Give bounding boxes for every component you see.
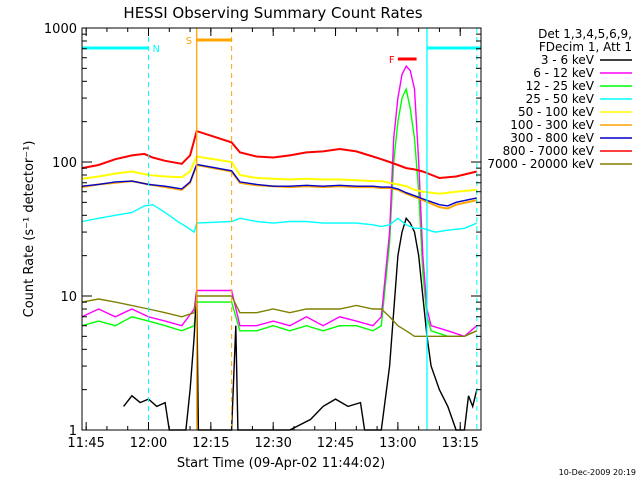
- y-axis: 1 10 100 1000: [44, 22, 481, 439]
- y-tick-label: 10: [60, 290, 77, 305]
- y-axis-label: Count Rate (s⁻¹ detector⁻¹): [22, 141, 37, 318]
- x-tick-label: 13:00: [379, 436, 416, 451]
- chart-title: HESSI Observing Summary Count Rates: [123, 4, 422, 22]
- legend-entry-label: 6 - 12 keV: [533, 66, 595, 80]
- x-axis-label: Start Time (09-Apr-02 11:44:02): [177, 456, 385, 471]
- footer-date: 10-Dec-2009 20:19: [559, 468, 636, 477]
- x-tick-label: 12:15: [192, 436, 229, 451]
- legend-entry-label: 12 - 25 keV: [526, 79, 595, 93]
- legend-entry-label: 7000 - 20000 keV: [487, 157, 594, 171]
- legend-entry-label: 300 - 800 keV: [510, 131, 594, 145]
- legend-entry-label: 800 - 7000 keV: [503, 144, 595, 158]
- y-tick-label: 1: [69, 424, 77, 439]
- y-tick-label: 1000: [44, 22, 77, 37]
- x-tick-label: 11:45: [67, 436, 104, 451]
- legend-entry-label: 25 - 50 keV: [526, 92, 595, 106]
- series-line-7000-20000keV: [81, 295, 478, 337]
- x-tick-label: 12:30: [254, 436, 291, 451]
- x-tick-label: 12:45: [317, 436, 354, 451]
- x-axis: 11:45 12:00 12:15 12:30 12:45 13:00 13:15: [67, 28, 482, 451]
- y-tick-label: 100: [52, 156, 77, 171]
- legend-entry-label: 3 - 6 keV: [541, 53, 595, 67]
- series-line-6-12keV: [81, 64, 478, 338]
- legend: Det 1,3,4,5,6,9,FDecim 1, Att 13 - 6 keV…: [487, 27, 632, 171]
- legend-header-line: Det 1,3,4,5,6,9,: [538, 27, 632, 41]
- series-line-25-50keV: [81, 203, 478, 234]
- x-tick-label: 13:15: [441, 436, 478, 451]
- annotation-label-n: N: [153, 44, 160, 55]
- legend-entry-label: 50 - 100 keV: [518, 105, 595, 119]
- series-line-300-800keV: [81, 163, 477, 207]
- annotation-label-s: S: [186, 36, 192, 47]
- plot-area: N S F: [81, 28, 481, 431]
- legend-entry-label: 100 - 300 keV: [510, 118, 594, 132]
- legend-header-line: FDecim 1, Att 1: [539, 40, 632, 54]
- plot-frame: [81, 27, 482, 431]
- series-line-50-100keV: [81, 155, 477, 195]
- x-tick-label: 12:00: [130, 436, 167, 451]
- series-line-12-25keV: [81, 86, 478, 337]
- series-line-800-7000keV: [81, 129, 478, 180]
- annotation-label-f: F: [389, 55, 395, 66]
